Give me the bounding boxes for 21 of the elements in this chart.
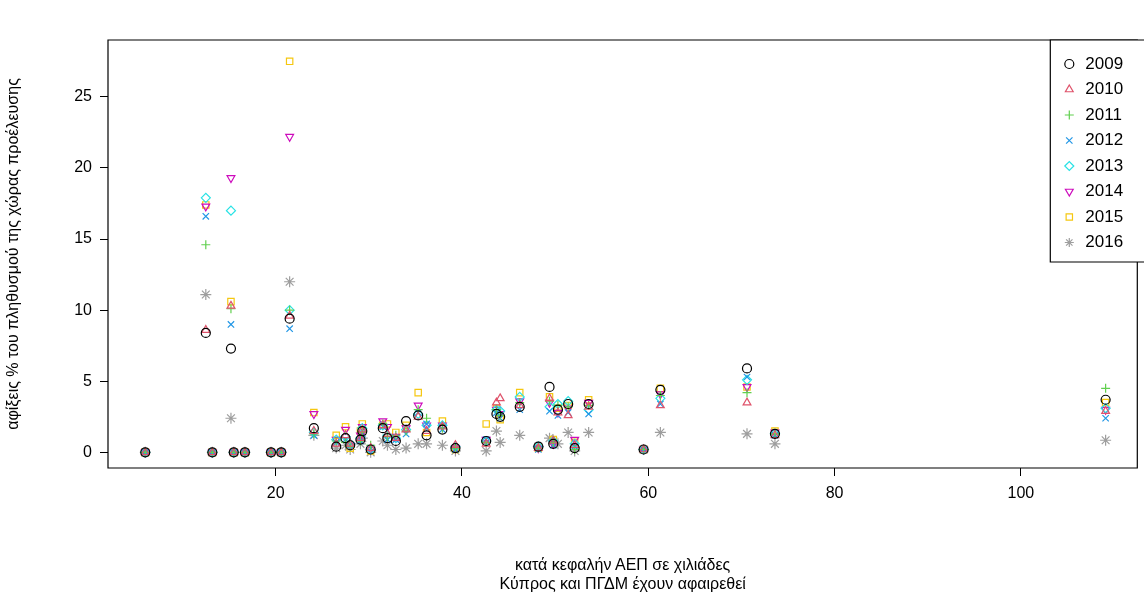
y-tick-label: 25: [74, 87, 93, 105]
legend-label: 2014: [1085, 181, 1124, 201]
legend-label: 2016: [1085, 232, 1124, 252]
legend-label: 2012: [1085, 130, 1124, 150]
legend-label: 2015: [1085, 206, 1124, 226]
legend-label: 2011: [1085, 104, 1122, 124]
y-tick-label: 5: [83, 371, 93, 389]
x-tick-label: 40: [453, 484, 471, 502]
legend-label: 2010: [1085, 79, 1124, 99]
legend-label: 2013: [1085, 155, 1124, 175]
y-tick-label: 20: [74, 158, 93, 176]
x-tick-label: 20: [266, 484, 285, 502]
x-axis-title: κατά κεφαλήν ΑΕΠ σε χιλιάδες Κύπρος και ΠΓΔΜ έχουν αφαιρεθεί: [499, 555, 747, 592]
x-tick-label: 100: [1007, 484, 1035, 502]
y-tick-label: 0: [83, 442, 93, 460]
legend-label: 2009: [1085, 53, 1124, 73]
y-tick-label: 15: [74, 229, 93, 247]
x-tick-label: 80: [825, 484, 844, 502]
x-tick-label: 60: [639, 484, 658, 502]
y-axis-title: αφίξεις % του πληθυσμού της χώρας προέλευσης: [4, 77, 23, 430]
y-tick-label: 10: [74, 300, 93, 318]
